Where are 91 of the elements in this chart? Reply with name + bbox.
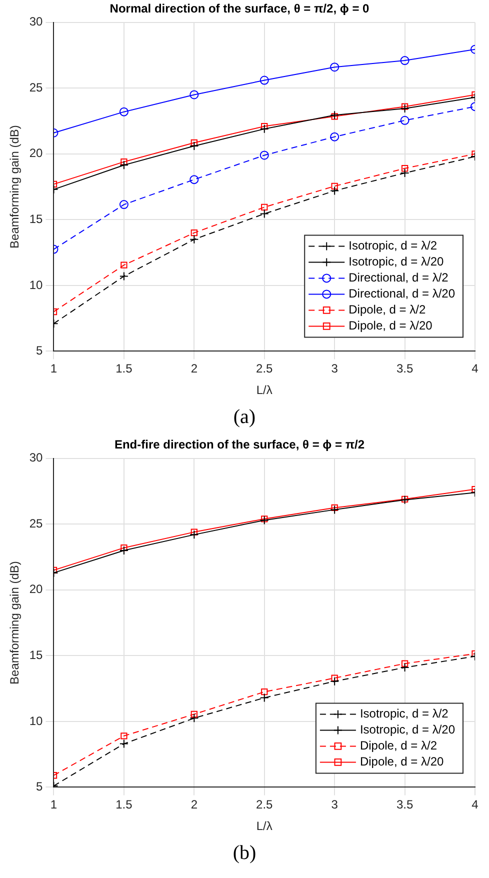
x-tick-label: 1.5 [116, 362, 133, 376]
y-tick-label: 20 [29, 582, 44, 596]
point [261, 122, 268, 130]
legend-label: Dipole, d = λ/20 [348, 318, 433, 333]
text: (a) [232, 405, 257, 430]
point [190, 528, 198, 536]
point [400, 116, 410, 125]
point [261, 204, 268, 211]
x-tick-label: 4 [472, 798, 479, 812]
x-tick-label: 2 [190, 362, 198, 376]
point [260, 150, 269, 160]
x-tick-label: 3 [331, 798, 338, 812]
text: (b) [232, 841, 258, 866]
legend-label: Isotropic, d = λ/2 [348, 238, 438, 253]
x-tick-label: 3.5 [396, 798, 414, 812]
point [190, 230, 198, 236]
point [120, 158, 128, 166]
point [190, 90, 199, 100]
point [190, 234, 199, 244]
point [120, 262, 128, 268]
x-tick-label: 3.5 [396, 362, 414, 376]
x-tick-label: 3 [331, 362, 338, 376]
point [261, 516, 268, 522]
point [330, 62, 340, 72]
point [260, 124, 269, 134]
y-tick-label: 10 [29, 278, 44, 292]
y-tick-label: 10 [29, 714, 44, 728]
point [400, 104, 410, 114]
point [190, 142, 199, 151]
legend-label: Isotropic, d = λ/2 [360, 706, 449, 721]
point [190, 710, 198, 718]
point [401, 660, 408, 667]
x-tick-label: 1.5 [116, 798, 133, 812]
point [330, 505, 340, 514]
y-tick-label: 25 [29, 516, 44, 530]
legend-label: Directional, d = λ/2 [348, 270, 449, 285]
point [190, 139, 198, 146]
y-tick-label: 20 [29, 146, 44, 160]
legend-label: Dipole, d = λ/2 [348, 302, 426, 317]
y-axis-title: Beamforming gain (dB) [8, 561, 22, 684]
point [120, 732, 128, 740]
point [401, 165, 408, 172]
point [260, 209, 269, 218]
y-tick-label: 15 [29, 648, 44, 662]
point [400, 56, 410, 66]
legend-label: Isotropic, d = λ/20 [348, 254, 444, 269]
legend-label: Directional, d = λ/20 [348, 286, 456, 301]
legend-label: Dipole, d = λ/20 [360, 754, 444, 769]
x-axis-title: L/λ [256, 819, 272, 834]
point [119, 107, 128, 116]
legend-label: Dipole, d = λ/2 [360, 738, 438, 753]
x-tick-label: 2 [190, 798, 198, 812]
point [330, 132, 340, 142]
point [330, 676, 340, 686]
y-tick-label: 15 [29, 212, 44, 226]
point [119, 200, 128, 210]
point [330, 186, 340, 196]
y-tick-label: 5 [36, 780, 44, 794]
point [119, 546, 128, 555]
legend-label: Isotropic, d = λ/20 [360, 722, 456, 737]
y-tick-label: 30 [29, 14, 44, 29]
point [260, 76, 269, 85]
x-tick-label: 4 [472, 362, 479, 376]
chart-title: Normal direction of the surface, θ = π/2, ϕ = 0 [110, 2, 370, 16]
point [119, 739, 128, 748]
point [330, 110, 340, 120]
y-tick-label: 30 [29, 450, 44, 465]
y-axis-title: Beamforming gain (dB) [8, 125, 22, 248]
point [400, 663, 410, 672]
point [119, 272, 128, 281]
point [331, 504, 338, 512]
point [190, 530, 199, 540]
x-tick-label: 1 [50, 362, 58, 376]
point [331, 674, 338, 682]
y-tick-label: 25 [29, 80, 44, 94]
point [331, 182, 338, 190]
x-axis-title: L/λ [256, 383, 272, 398]
x-tick-label: 2.5 [256, 362, 274, 376]
x-tick-label: 2.5 [256, 798, 274, 812]
point [190, 175, 199, 184]
point [261, 688, 268, 696]
point [190, 714, 199, 723]
point [331, 113, 338, 120]
x-tick-label: 1 [50, 798, 58, 812]
y-tick-label: 5 [36, 344, 44, 358]
point [260, 693, 269, 702]
point [260, 516, 269, 525]
chart-title: End-fire direction of the surface, θ = ϕ = π/2 [114, 438, 365, 452]
point [400, 168, 410, 178]
point [119, 160, 128, 170]
point [401, 103, 408, 110]
